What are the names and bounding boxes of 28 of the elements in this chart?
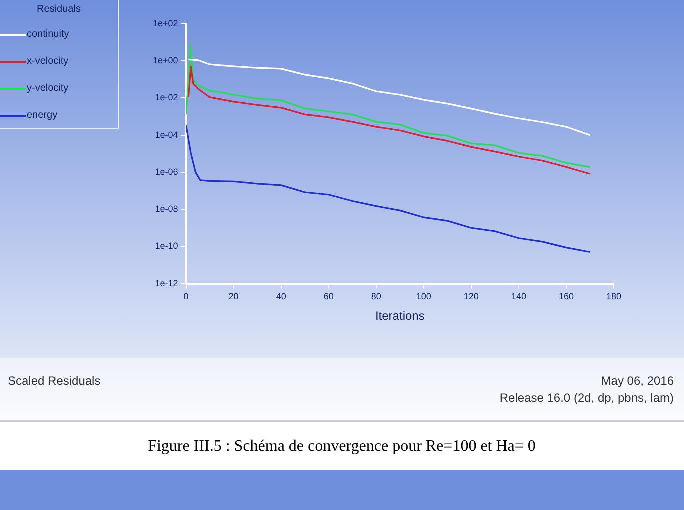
text: Scaled Residuals: [8, 374, 101, 388]
x-tick-label: 80: [371, 292, 382, 302]
y-tick-label: 1e-08: [155, 204, 178, 214]
x-tick-label: 40: [276, 292, 286, 302]
legend-label: x-velocity: [27, 56, 69, 67]
text: Figure III.5 : Schéma de convergence pour Re=100 et Ha= 0: [147, 438, 537, 456]
y-tick-label: 1e-06: [155, 166, 178, 177]
legend-label: continuity: [27, 29, 70, 40]
y-tick-label: 1e-10: [155, 241, 178, 252]
legend-label: y-velocity: [27, 83, 69, 94]
legend-title: Residuals: [36, 4, 82, 15]
y-tick-label: 1e+00: [152, 56, 178, 66]
x-tick-label: 60: [324, 292, 334, 302]
text: Release 16.0 (2d, dp, pbns, lam): [500, 391, 674, 405]
y-tick-label: 1e-04: [155, 130, 178, 140]
x-tick-label: 0: [184, 292, 189, 302]
x-tick-label: 20: [228, 292, 239, 302]
x-tick-label: 140: [511, 292, 526, 302]
y-tick-label: 1e-12: [155, 278, 178, 288]
y-tick-label: 1e+02: [152, 18, 178, 28]
x-axis-title: Iterations: [375, 309, 425, 324]
y-tick-label: 1e-02: [155, 92, 178, 103]
x-tick-label: 100: [416, 292, 432, 302]
legend-label: energy: [27, 110, 58, 121]
x-tick-label: 160: [558, 292, 574, 302]
text: May 06, 2016: [601, 374, 674, 388]
x-tick-label: 120: [464, 292, 479, 302]
x-tick-label: 180: [606, 292, 622, 302]
